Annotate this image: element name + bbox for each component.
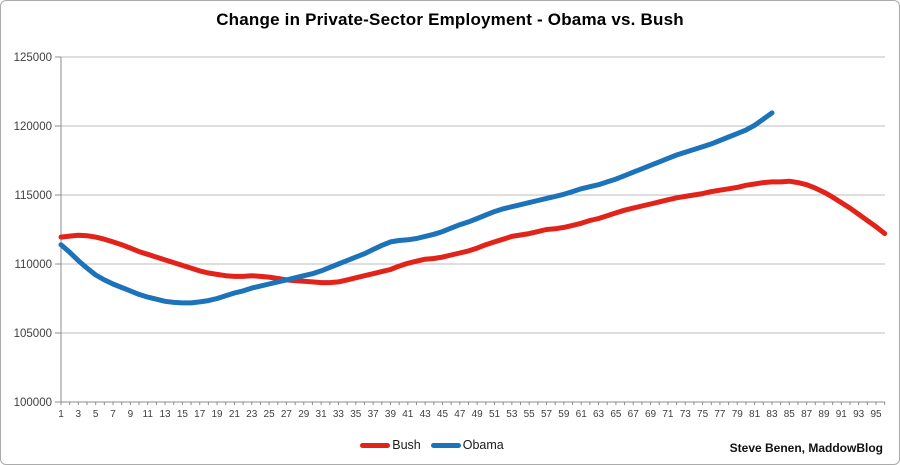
x-axis-label: 39 — [385, 409, 397, 420]
y-axis-label: 125000 — [14, 52, 52, 64]
x-axis-label: 85 — [784, 409, 796, 420]
x-axis-label: 19 — [212, 409, 224, 420]
legend-label-bush: Bush — [392, 438, 421, 452]
x-axis-label: 15 — [177, 409, 189, 420]
bush-line-swatch — [360, 442, 391, 448]
x-axis-label: 81 — [749, 409, 761, 420]
x-axis-label: 63 — [593, 409, 605, 420]
x-axis-label: 65 — [610, 409, 622, 420]
x-axis-label: 43 — [420, 409, 432, 420]
x-axis-label: 79 — [732, 409, 744, 420]
x-axis-label: 3 — [76, 409, 82, 420]
x-axis-label: 71 — [662, 409, 674, 420]
y-axis-label: 110000 — [14, 259, 52, 271]
x-axis-label: 7 — [110, 409, 116, 420]
x-axis-label: 57 — [541, 409, 553, 420]
series-line-bush — [58, 178, 888, 286]
x-axis-label: 95 — [870, 409, 882, 420]
x-axis-label: 55 — [524, 409, 536, 420]
y-axis-label: 105000 — [14, 328, 52, 340]
x-axis-label: 59 — [558, 409, 570, 420]
x-axis-label: 41 — [402, 409, 414, 420]
chart-title: Change in Private-Sector Employment - Ob… — [216, 10, 684, 29]
x-axis-label: 25 — [264, 409, 276, 420]
x-axis-label: 75 — [697, 409, 709, 420]
x-axis-label: 23 — [246, 409, 258, 420]
x-axis-label: 47 — [454, 409, 466, 420]
x-axis-label: 89 — [818, 409, 830, 420]
legend-label-obama: Obama — [462, 438, 504, 452]
x-axis-label: 21 — [229, 409, 241, 420]
x-axis-label: 53 — [506, 409, 518, 420]
x-axis-label: 45 — [437, 409, 449, 420]
x-axis-label: 87 — [801, 409, 813, 420]
legend-item-obama: Obama — [430, 438, 504, 452]
x-axis-label: 1 — [58, 409, 64, 420]
legend-item-bush: Bush — [360, 438, 421, 452]
x-axis-label: 69 — [645, 409, 657, 420]
x-axis-label: 49 — [472, 409, 484, 420]
x-axis-label: 73 — [680, 409, 692, 420]
attribution: Steve Benen, MaddowBlog — [729, 441, 883, 455]
legend: Bush Obama — [1, 438, 881, 452]
x-axis-label: 33 — [333, 409, 345, 420]
x-axis-label: 61 — [576, 409, 588, 420]
y-axis-label: 115000 — [14, 190, 52, 202]
y-axis-label: 120000 — [14, 121, 52, 133]
x-axis-label: 51 — [489, 409, 501, 420]
y-axis-label: 100000 — [14, 397, 52, 409]
x-axis-label: 17 — [194, 409, 206, 420]
series-line-obama — [58, 110, 775, 306]
x-axis-label: 83 — [766, 409, 778, 420]
x-axis-label: 77 — [714, 409, 726, 420]
x-axis-label: 5 — [93, 409, 99, 420]
x-axis-label: 91 — [836, 409, 848, 420]
x-axis-label: 35 — [350, 409, 362, 420]
x-axis-label: 93 — [853, 409, 865, 420]
x-axis-label: 27 — [281, 409, 293, 420]
x-axis-label: 9 — [128, 409, 134, 420]
x-axis-label: 67 — [628, 409, 640, 420]
obama-line-swatch — [430, 442, 461, 448]
x-axis-label: 31 — [316, 409, 328, 420]
x-axis-label: 37 — [368, 409, 380, 420]
x-axis-label: 13 — [159, 409, 171, 420]
x-axis-label: 29 — [298, 409, 310, 420]
x-axis-label: 11 — [143, 409, 154, 420]
